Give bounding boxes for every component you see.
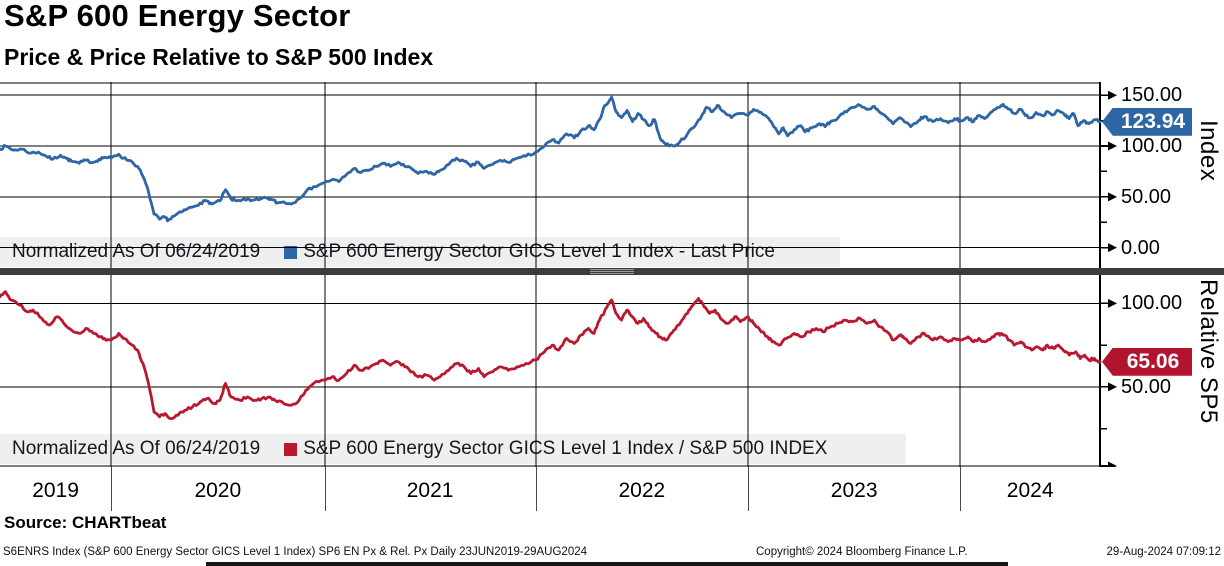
panel-divider-grip-icon[interactable] [590,269,634,274]
y-tick-label: 100.00 [1121,135,1183,158]
relative-chart-panel: Normalized As Of 06/24/2019 S&P 600 Ener… [0,275,1224,467]
page-subtitle: Price & Price Relative to S&P 500 Index [4,44,434,70]
footer-copyright: Copyright© 2024 Bloomberg Finance L.P. [756,546,968,558]
legend-series-text: S&P 600 Energy Sector GICS Level 1 Index… [303,241,775,262]
x-axis-separator [111,467,112,511]
y-axis-title-index: Index [1195,120,1222,182]
y-tick-label: 50.00 [1121,185,1172,208]
y-axis-title-relative: Relative SP5 [1195,279,1222,424]
legend-normalized-text: Normalized As Of 06/24/2019 [12,241,261,262]
legend-series-entry-relative[interactable]: S&P 600 Energy Sector GICS Level 1 Index… [284,438,827,460]
footer-timestamp: 29-Aug-2024 07:09:12 [1106,546,1221,558]
y-tick-label: 150.00 [1121,84,1183,107]
x-axis-separator [960,467,961,511]
relative-plot-area [0,275,1117,467]
x-axis-year-label: 2021 [406,479,454,502]
footer: S6ENRS Index (S&P 600 Energy Sector GICS… [0,546,1224,562]
x-axis-year-label: 2022 [618,479,666,502]
x-axis-year-label: 2023 [830,479,878,502]
x-axis-year-label: 2024 [1006,479,1054,502]
legend-normalized-text: Normalized As Of 06/24/2019 [12,438,261,459]
last-price-badge: 123.94 [1102,107,1192,136]
relative-price-badge: 65.06 [1102,347,1192,376]
legend-normalized-label: Normalized As Of 06/24/2019 [12,438,260,460]
source-label: Source: CHARTbeat [4,513,167,532]
y-tick-label: 0.00 [1121,236,1160,259]
footer-security-description: S6ENRS Index (S&P 600 Energy Sector GICS… [3,546,588,558]
bottom-window-edge [206,562,1008,566]
x-axis-year-label: 2019 [32,479,79,502]
relative-series-swatch-icon [284,442,298,456]
relative-legend: Normalized As Of 06/24/2019 S&P 600 Ener… [0,434,906,464]
price-plot-area [0,82,1117,268]
x-axis-separator [536,467,537,511]
x-axis-separator [748,467,749,511]
legend-normalized-label: Normalized As Of 06/24/2019 [12,241,260,263]
y-tick-label: 50.00 [1121,375,1172,398]
x-axis: 2019 2020 2021 2022 2023 2024 [0,467,1224,513]
price-chart-panel: Normalized As Of 06/24/2019 S&P 600 Ener… [0,82,1224,268]
page-title: S&P 600 Energy Sector [4,0,351,33]
legend-series-entry-price[interactable]: S&P 600 Energy Sector GICS Level 1 Index… [284,241,775,263]
y-tick-label: 100.00 [1121,292,1183,315]
price-series-swatch-icon [284,245,298,259]
panel-divider [0,268,1224,275]
price-legend: Normalized As Of 06/24/2019 S&P 600 Ener… [0,237,840,267]
legend-series-text: S&P 600 Energy Sector GICS Level 1 Index… [303,438,828,459]
x-axis-year-label: 2020 [194,479,242,502]
x-axis-separator [325,467,326,511]
